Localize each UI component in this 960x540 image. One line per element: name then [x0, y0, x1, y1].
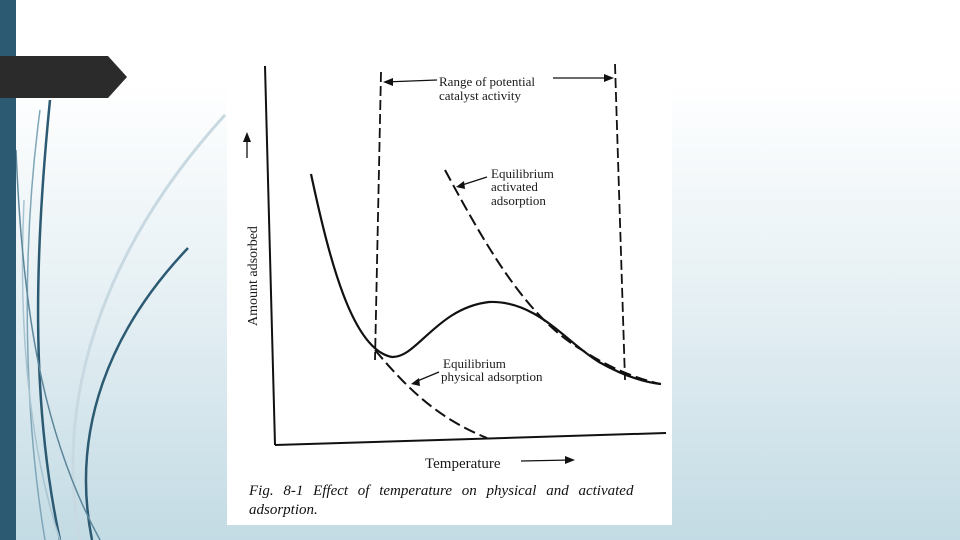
- range-left-line: [374, 71, 382, 361]
- range-right-line: [614, 63, 626, 381]
- left-accent-bar: [0, 0, 16, 540]
- range-arrow-left: [384, 79, 438, 83]
- range-label-line1: Range of potential: [439, 74, 535, 89]
- activated-label-line2: activated: [491, 179, 538, 194]
- y-axis-label: Amount adsorbed: [246, 226, 261, 326]
- figure-caption: Fig. 8-1 Effect of temperature on physic…: [249, 482, 649, 520]
- x-axis-label: Temperature: [425, 456, 501, 472]
- equilibrium-activated-curve: [444, 169, 661, 385]
- range-label-line2: catalyst activity: [439, 88, 521, 103]
- decorative-swoosh-lines: [15, 99, 227, 540]
- title-tab-shape: [0, 56, 127, 98]
- equilibrium-physical-curve: [374, 349, 488, 439]
- observed-adsorption-curve: [309, 173, 662, 386]
- scanned-figure: Range of potential catalyst activity Equ…: [227, 58, 672, 525]
- activated-label-line1: Equilibrium: [491, 166, 554, 181]
- y-axis-line: [264, 65, 276, 446]
- activated-label-line3: adsorption: [491, 193, 546, 208]
- adsorption-diagram: Range of potential catalyst activity Equ…: [243, 63, 667, 472]
- caption-number: Fig. 8-1: [249, 483, 304, 499]
- caption-text: Effect of temperature on physical and ac…: [249, 483, 634, 518]
- physical-label-line2: physical adsorption: [441, 369, 543, 384]
- x-axis-line: [274, 432, 667, 446]
- physical-label-line1: Equilibrium: [443, 356, 506, 371]
